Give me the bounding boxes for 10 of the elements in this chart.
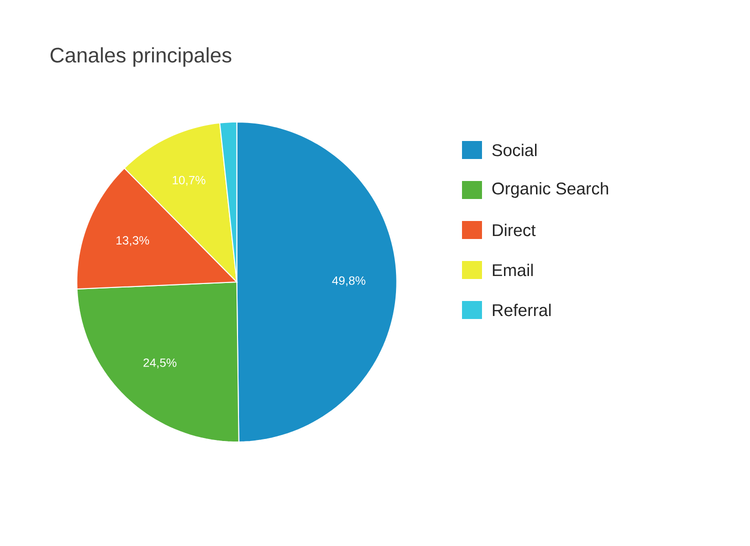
legend-label: Direct [492, 224, 536, 236]
chart-title: Canales principales [50, 47, 232, 67]
legend-label: Organic Search [492, 182, 608, 198]
data-label: 10,7% [172, 176, 206, 186]
data-label: 49,8% [332, 276, 366, 286]
legend-label: Referral [492, 304, 551, 316]
legend-label: Social [492, 144, 537, 156]
data-label: 24,5% [144, 358, 176, 368]
legend-label: Email [492, 264, 533, 276]
data-label: 13,3% [116, 236, 150, 246]
